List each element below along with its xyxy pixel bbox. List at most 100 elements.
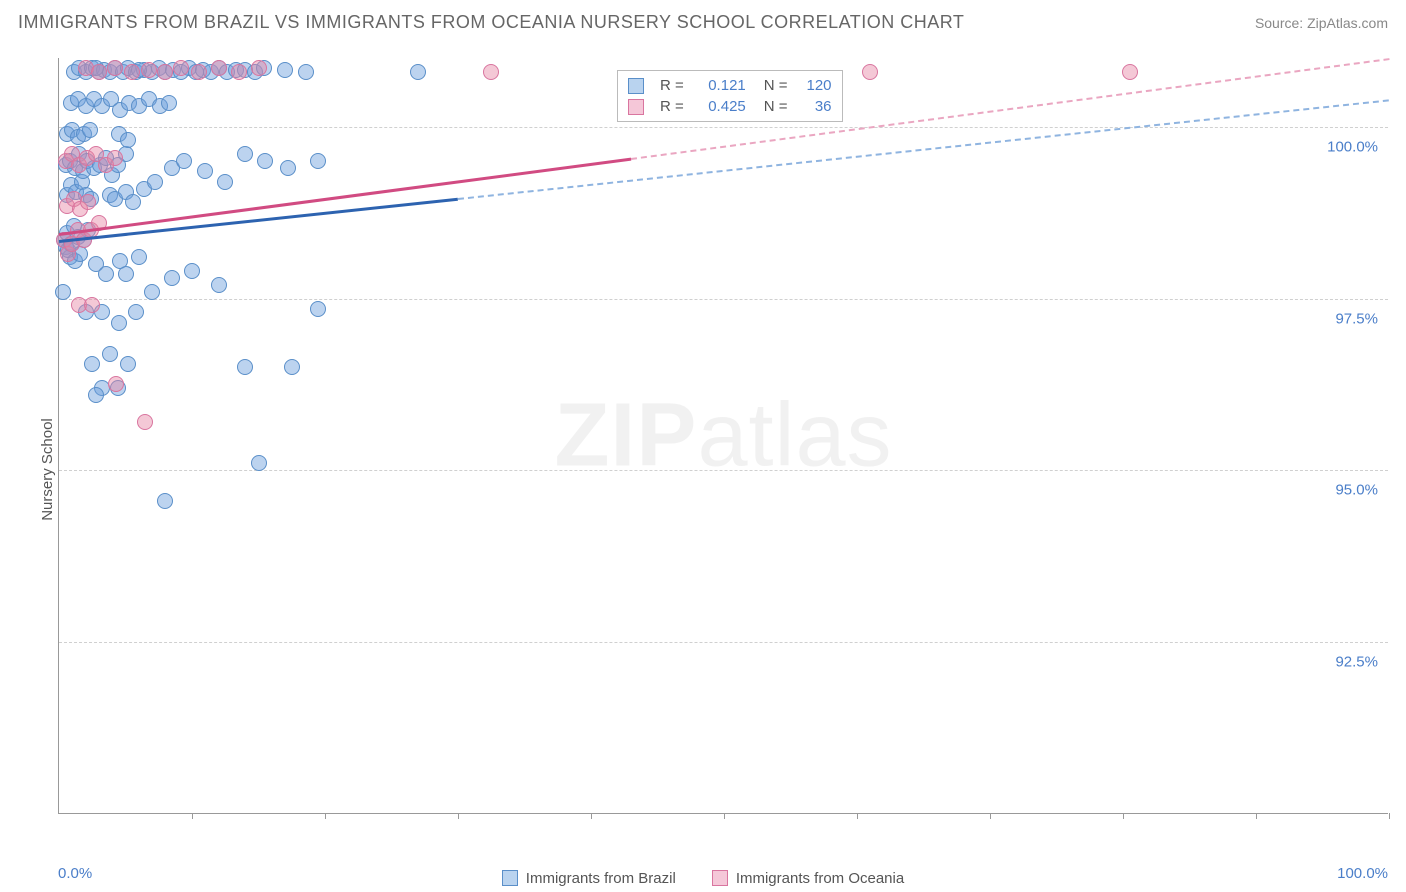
data-point bbox=[55, 284, 71, 300]
data-point bbox=[310, 301, 326, 317]
data-point bbox=[217, 174, 233, 190]
data-point bbox=[107, 60, 123, 76]
data-point bbox=[197, 163, 213, 179]
x-tick bbox=[1389, 813, 1390, 819]
data-point bbox=[298, 64, 314, 80]
legend-label-brazil: Immigrants from Brazil bbox=[526, 870, 676, 887]
x-tick bbox=[857, 813, 858, 819]
data-point bbox=[118, 266, 134, 282]
gridline bbox=[59, 127, 1388, 128]
data-point bbox=[80, 194, 96, 210]
data-point bbox=[98, 266, 114, 282]
x-tick bbox=[724, 813, 725, 819]
data-point bbox=[102, 346, 118, 362]
data-point bbox=[84, 297, 100, 313]
trend-line bbox=[59, 158, 631, 236]
x-tick bbox=[325, 813, 326, 819]
data-point bbox=[284, 359, 300, 375]
x-tick bbox=[990, 813, 991, 819]
data-point bbox=[91, 64, 107, 80]
data-point bbox=[310, 153, 326, 169]
data-point bbox=[237, 146, 253, 162]
correlation-swatch bbox=[628, 99, 644, 115]
scatter-plot: ZIPatlas 100.0% 97.5% 95.0% 92.5% R = 0.121 N … bbox=[58, 58, 1388, 814]
series-legend: Immigrants from Brazil Immigrants from O… bbox=[18, 870, 1388, 887]
legend-swatch-brazil bbox=[502, 870, 518, 886]
y-tick-label: 95.0% bbox=[1335, 482, 1378, 499]
legend-item-oceania: Immigrants from Oceania bbox=[712, 870, 904, 887]
chart-header: IMMIGRANTS FROM BRAZIL VS IMMIGRANTS FRO… bbox=[18, 12, 1388, 33]
data-point bbox=[124, 64, 140, 80]
data-point bbox=[111, 315, 127, 331]
y-tick-label: 100.0% bbox=[1327, 138, 1378, 155]
y-axis-title: Nursery School bbox=[39, 418, 56, 521]
data-point bbox=[184, 263, 200, 279]
data-point bbox=[173, 60, 189, 76]
legend-label-oceania: Immigrants from Oceania bbox=[736, 870, 904, 887]
r-label: R = bbox=[660, 98, 684, 115]
data-point bbox=[120, 356, 136, 372]
legend-swatch-oceania bbox=[712, 870, 728, 886]
data-point bbox=[157, 64, 173, 80]
data-point bbox=[237, 359, 253, 375]
x-tick bbox=[458, 813, 459, 819]
data-point bbox=[862, 64, 878, 80]
gridline bbox=[59, 299, 1388, 300]
data-point bbox=[128, 304, 144, 320]
data-point bbox=[191, 64, 207, 80]
r-label: R = bbox=[660, 77, 684, 94]
source-value: ZipAtlas.com bbox=[1307, 15, 1388, 31]
x-tick bbox=[1123, 813, 1124, 819]
data-point bbox=[125, 194, 141, 210]
data-point bbox=[164, 270, 180, 286]
y-tick-label: 92.5% bbox=[1335, 654, 1378, 671]
correlation-row: R = 0.425 N = 36 bbox=[628, 96, 832, 117]
chart-container: Nursery School ZIPatlas 100.0% 97.5% 95.0%… bbox=[18, 48, 1388, 874]
data-point bbox=[157, 493, 173, 509]
data-point bbox=[147, 174, 163, 190]
data-point bbox=[144, 284, 160, 300]
data-point bbox=[483, 64, 499, 80]
trend-line bbox=[458, 99, 1389, 200]
correlation-swatch bbox=[628, 78, 644, 94]
n-value: 120 bbox=[796, 77, 832, 94]
data-point bbox=[82, 122, 98, 138]
data-point bbox=[211, 60, 227, 76]
data-point bbox=[410, 64, 426, 80]
n-label: N = bbox=[764, 77, 788, 94]
data-point bbox=[137, 414, 153, 430]
n-label: N = bbox=[764, 98, 788, 115]
data-point bbox=[141, 62, 157, 78]
y-tick-label: 97.5% bbox=[1335, 310, 1378, 327]
data-point bbox=[231, 64, 247, 80]
n-value: 36 bbox=[796, 98, 832, 115]
gridline bbox=[59, 642, 1388, 643]
data-point bbox=[1122, 64, 1138, 80]
x-tick bbox=[1256, 813, 1257, 819]
data-point bbox=[277, 62, 293, 78]
data-point bbox=[257, 153, 273, 169]
x-tick bbox=[591, 813, 592, 819]
watermark: ZIPatlas bbox=[554, 384, 892, 487]
data-point bbox=[211, 277, 227, 293]
data-point bbox=[108, 376, 124, 392]
data-point bbox=[251, 60, 267, 76]
data-point bbox=[176, 153, 192, 169]
source-attribution: Source: ZipAtlas.com bbox=[1255, 15, 1388, 31]
x-tick bbox=[192, 813, 193, 819]
data-point bbox=[251, 455, 267, 471]
data-point bbox=[107, 150, 123, 166]
correlation-legend: R = 0.121 N = 120 R = 0.425 N = 36 bbox=[617, 70, 843, 122]
data-point bbox=[131, 249, 147, 265]
chart-title: IMMIGRANTS FROM BRAZIL VS IMMIGRANTS FRO… bbox=[18, 12, 964, 33]
data-point bbox=[280, 160, 296, 176]
r-value: 0.425 bbox=[692, 98, 746, 115]
data-point bbox=[161, 95, 177, 111]
source-label: Source: bbox=[1255, 15, 1307, 31]
correlation-row: R = 0.121 N = 120 bbox=[628, 75, 832, 96]
legend-item-brazil: Immigrants from Brazil bbox=[502, 870, 676, 887]
r-value: 0.121 bbox=[692, 77, 746, 94]
data-point bbox=[84, 356, 100, 372]
data-point bbox=[88, 387, 104, 403]
data-point bbox=[120, 132, 136, 148]
